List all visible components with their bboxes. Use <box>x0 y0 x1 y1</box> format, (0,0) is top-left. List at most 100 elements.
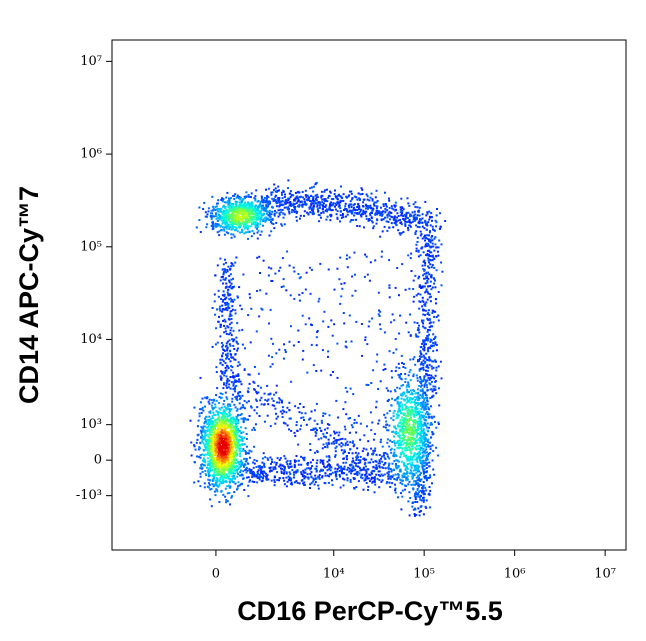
density-dot <box>219 461 222 464</box>
density-dot <box>388 424 391 427</box>
density-dot <box>414 411 417 414</box>
density-dot <box>240 417 243 420</box>
density-dot <box>260 230 263 233</box>
density-dot <box>411 455 414 458</box>
density-dot <box>306 463 309 466</box>
density-dot <box>216 434 218 437</box>
density-dot <box>415 439 418 442</box>
density-dot <box>417 456 420 459</box>
density-dot <box>262 200 265 202</box>
density-dot <box>280 211 283 214</box>
density-dot <box>418 300 421 303</box>
density-dot <box>224 220 227 223</box>
density-dot <box>406 440 409 442</box>
density-dot <box>403 218 406 221</box>
density-dot <box>205 215 208 218</box>
density-dot <box>239 452 241 455</box>
density-dot <box>404 398 407 401</box>
density-dot <box>231 448 234 451</box>
density-dot <box>424 382 427 385</box>
density-dot <box>217 223 220 226</box>
density-dot <box>242 406 245 409</box>
density-dot <box>226 458 229 461</box>
density-dot <box>298 191 301 194</box>
density-dot <box>256 218 259 221</box>
density-dot <box>386 400 389 402</box>
density-dot <box>214 444 217 447</box>
density-dot <box>281 464 284 467</box>
density-dot <box>431 242 434 245</box>
density-dot <box>279 200 282 203</box>
density-dot <box>416 434 419 437</box>
density-dot <box>255 465 258 468</box>
density-dot <box>226 405 229 408</box>
density-dot <box>427 452 430 455</box>
density-dot <box>247 194 250 196</box>
density-dot <box>409 401 412 404</box>
density-dot <box>430 255 433 258</box>
density-dot <box>404 449 407 452</box>
density-dot <box>401 440 404 443</box>
density-dot <box>200 408 203 411</box>
density-dot <box>286 208 289 211</box>
density-dot <box>395 430 398 433</box>
density-dot <box>273 198 276 201</box>
density-dot <box>223 431 226 434</box>
density-dot <box>207 207 210 210</box>
density-dot <box>431 433 434 436</box>
density-dot <box>423 375 426 378</box>
density-dot <box>321 198 324 201</box>
density-dot <box>406 475 409 478</box>
density-dot <box>375 210 378 212</box>
density-dot <box>253 212 256 215</box>
density-dot <box>211 428 214 431</box>
density-dot <box>417 454 420 457</box>
density-dot <box>223 480 226 483</box>
density-dot <box>412 279 415 282</box>
density-dot <box>415 405 418 408</box>
density-dot <box>424 243 427 246</box>
density-dot <box>196 434 199 437</box>
density-dot <box>419 431 422 434</box>
density-dot <box>418 470 421 473</box>
density-dot <box>226 492 229 495</box>
density-dot <box>226 398 229 401</box>
density-dot <box>224 437 227 440</box>
density-dot <box>412 508 415 511</box>
density-dot <box>433 338 435 340</box>
density-dot <box>215 215 218 218</box>
density-dot <box>206 441 209 444</box>
density-dot <box>227 403 230 406</box>
density-dot <box>371 209 374 212</box>
density-dot <box>428 378 431 381</box>
density-dot <box>232 475 235 477</box>
density-dot <box>384 426 387 429</box>
density-dot <box>229 457 232 460</box>
density-dot <box>209 412 212 415</box>
density-dot <box>351 209 354 212</box>
density-dot <box>430 436 432 439</box>
density-dot <box>314 194 317 197</box>
density-dot <box>246 476 249 479</box>
density-dot <box>334 189 336 192</box>
density-dot <box>218 480 221 483</box>
density-dot <box>416 465 418 468</box>
density-dot <box>419 351 422 354</box>
density-dot <box>408 409 411 412</box>
density-dot <box>239 218 242 221</box>
density-dot <box>226 485 229 488</box>
density-dot <box>415 493 418 496</box>
density-dot <box>267 217 270 220</box>
density-dot <box>258 476 261 479</box>
density-dot <box>203 201 206 204</box>
density-dot <box>256 212 259 215</box>
density-dot <box>419 498 422 501</box>
density-dot <box>353 214 356 217</box>
density-dot <box>293 211 296 213</box>
density-dot <box>249 479 251 482</box>
density-dot <box>398 367 401 370</box>
density-dot <box>393 218 396 221</box>
density-dot <box>386 429 389 432</box>
density-dot <box>329 469 332 472</box>
density-dot <box>413 219 416 222</box>
